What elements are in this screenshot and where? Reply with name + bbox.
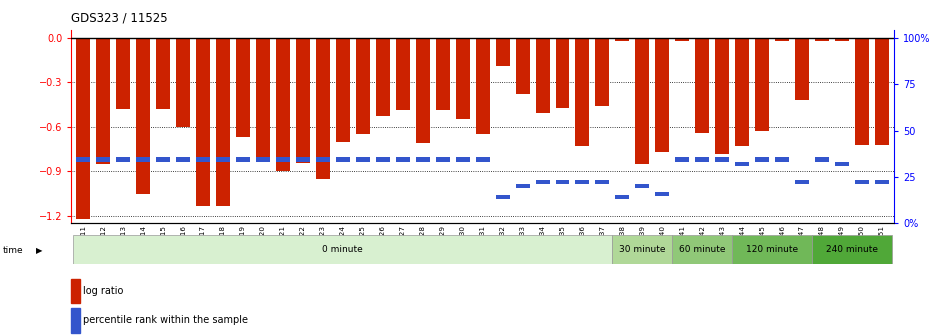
- Bar: [96, 158, 110, 162]
- Bar: [835, 162, 849, 166]
- Bar: [555, 180, 570, 184]
- Bar: [416, 38, 430, 143]
- Bar: [635, 38, 650, 164]
- Bar: [755, 158, 769, 162]
- Bar: [396, 158, 410, 162]
- Bar: [396, 38, 410, 111]
- Bar: [732, 235, 812, 264]
- Bar: [76, 38, 90, 219]
- Bar: [495, 195, 510, 199]
- Bar: [316, 158, 330, 162]
- Bar: [336, 158, 350, 162]
- Bar: [595, 180, 610, 184]
- Text: 240 minute: 240 minute: [826, 245, 878, 254]
- Bar: [675, 38, 689, 41]
- Bar: [795, 180, 809, 184]
- Bar: [436, 38, 450, 111]
- Bar: [735, 38, 749, 146]
- Bar: [655, 192, 670, 196]
- Bar: [176, 158, 190, 162]
- Bar: [735, 162, 749, 166]
- Bar: [835, 38, 849, 41]
- Text: 60 minute: 60 minute: [679, 245, 726, 254]
- Text: percentile rank within the sample: percentile rank within the sample: [84, 315, 248, 325]
- Bar: [855, 38, 869, 145]
- Bar: [615, 38, 630, 41]
- Bar: [695, 38, 709, 133]
- Text: ▶: ▶: [36, 246, 43, 255]
- Text: 120 minute: 120 minute: [747, 245, 798, 254]
- Text: log ratio: log ratio: [84, 286, 124, 296]
- Text: GDS323 / 11525: GDS323 / 11525: [71, 12, 168, 25]
- Bar: [256, 38, 270, 161]
- Bar: [71, 279, 80, 303]
- Bar: [555, 38, 570, 108]
- Bar: [755, 38, 769, 131]
- Bar: [71, 308, 80, 333]
- Text: 0 minute: 0 minute: [322, 245, 363, 254]
- Bar: [376, 158, 390, 162]
- Bar: [216, 38, 230, 206]
- Bar: [655, 38, 670, 152]
- Bar: [116, 158, 130, 162]
- Bar: [855, 180, 869, 184]
- Bar: [456, 158, 470, 162]
- Bar: [356, 38, 370, 134]
- Bar: [196, 158, 210, 162]
- Bar: [236, 158, 250, 162]
- Bar: [276, 158, 290, 162]
- Bar: [672, 235, 732, 264]
- Bar: [136, 38, 150, 194]
- Bar: [715, 158, 729, 162]
- Bar: [96, 38, 110, 164]
- Bar: [416, 158, 430, 162]
- Bar: [436, 158, 450, 162]
- Bar: [575, 180, 590, 184]
- Bar: [635, 184, 650, 188]
- Bar: [715, 38, 729, 154]
- Bar: [156, 158, 170, 162]
- Text: 30 minute: 30 minute: [619, 245, 666, 254]
- Bar: [196, 38, 210, 206]
- Bar: [356, 158, 370, 162]
- Bar: [675, 158, 689, 162]
- Bar: [236, 38, 250, 137]
- Bar: [156, 38, 170, 109]
- Bar: [535, 180, 550, 184]
- Bar: [296, 38, 310, 163]
- Bar: [815, 38, 829, 41]
- Bar: [815, 158, 829, 162]
- Bar: [256, 158, 270, 162]
- Bar: [456, 38, 470, 119]
- Bar: [495, 38, 510, 66]
- Bar: [615, 195, 630, 199]
- Bar: [812, 235, 892, 264]
- Bar: [216, 158, 230, 162]
- Bar: [515, 38, 530, 94]
- Bar: [775, 38, 789, 41]
- Bar: [612, 235, 672, 264]
- Bar: [296, 158, 310, 162]
- Bar: [316, 38, 330, 179]
- Bar: [795, 38, 809, 100]
- Bar: [176, 38, 190, 127]
- Bar: [476, 158, 490, 162]
- Bar: [276, 38, 290, 171]
- Bar: [575, 38, 590, 146]
- Bar: [695, 158, 709, 162]
- Bar: [136, 158, 150, 162]
- Bar: [376, 38, 390, 117]
- Bar: [875, 180, 889, 184]
- Bar: [775, 158, 789, 162]
- Bar: [595, 38, 610, 106]
- Bar: [875, 38, 889, 145]
- Bar: [476, 38, 490, 134]
- Bar: [336, 38, 350, 142]
- Bar: [76, 158, 90, 162]
- Bar: [515, 184, 530, 188]
- Bar: [535, 38, 550, 114]
- Bar: [116, 38, 130, 109]
- Bar: [73, 235, 612, 264]
- Text: time: time: [3, 246, 24, 255]
